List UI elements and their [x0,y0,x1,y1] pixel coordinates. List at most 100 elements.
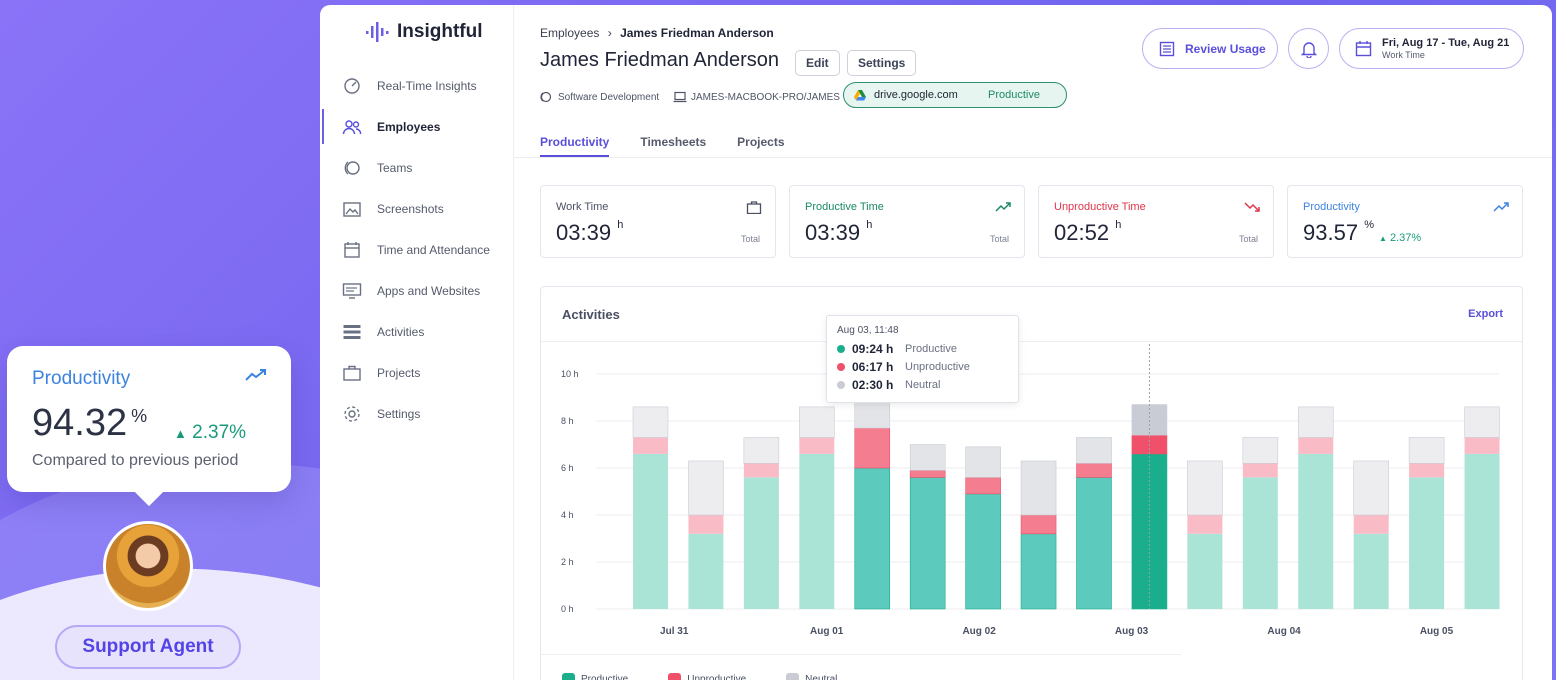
app-window: Insightful Real-Time Insights Employees Te… [320,5,1552,680]
legend-label: Productive [581,674,629,680]
date-range-picker[interactable]: Fri, Aug 17 - Tue, Aug 21 Work Time [1339,28,1524,69]
legend-swatch [786,673,800,680]
stat-delta: ▲ 2.37% [1379,232,1421,244]
bar-unproductive [1353,515,1389,534]
stat-title: Work Time [556,201,609,213]
sidebar-item-time-and-attendance[interactable]: Time and Attendance [320,229,514,270]
activities-icon [342,322,362,342]
bar-unproductive [1242,463,1278,478]
bar-unproductive [1409,463,1445,478]
sidebar-item-settings[interactable]: Settings [320,393,514,434]
review-usage-button[interactable]: Review Usage [1142,28,1278,69]
stat-note: Total [989,234,1009,244]
tab-productivity[interactable]: Productivity [540,135,610,157]
bar-productive [799,453,835,609]
bar-unproductive [854,427,891,469]
team-icon [540,91,552,103]
settings-button[interactable]: Settings [847,50,917,76]
legend-swatch [562,673,575,680]
tab-bar: Productivity Timesheets Projects [540,135,785,157]
sidebar-item-real-time-insights[interactable]: Real-Time Insights [320,65,514,106]
sidebar-item-teams[interactable]: Teams [320,147,514,188]
sidebar-item-apps-and-websites[interactable]: Apps and Websites [320,270,514,311]
stat-note: Total [1238,234,1258,244]
bar-neutral [1297,406,1334,438]
bar-productive [854,467,891,610]
legend-item-productive[interactable]: Productive [562,673,628,680]
bar-productive [688,533,724,609]
breadcrumb: Employees › James Friedman Anderson [540,26,774,40]
y-tick-label: 4 h [561,510,574,520]
bar-unproductive [633,437,668,454]
bar-productive [633,453,668,609]
current-app-pill[interactable]: drive.google.com Productive [843,82,1067,108]
stat-number: 03:39 [556,220,612,245]
bar-neutral [1464,406,1500,438]
teams-icon [342,158,362,178]
tooltip-row: 06:17 h Unproductive [837,358,1008,376]
tooltip-date: Aug 03, 11:48 [837,325,899,336]
bar-neutral [1187,460,1223,516]
tab-timesheets[interactable]: Timesheets [640,135,707,149]
legend-item-unproductive[interactable]: Unproductive [668,673,746,680]
briefcase-icon [342,363,362,383]
stat-note: Total [740,234,760,244]
tooltip-label: Productive [905,343,957,355]
notifications-button[interactable] [1288,28,1329,69]
sidebar-item-label: Employees [377,119,441,134]
legend-dot [837,345,845,353]
stat-number: 03:39 [805,220,861,245]
sidebar-item-label: Apps and Websites [377,283,481,298]
chart-legend: Productive Unproductive Neutral [562,673,837,680]
tooltip-rows: 09:24 h Productive 06:17 h Unproductive 02:3… [837,340,1008,394]
stat-value: 93.57 % [1303,219,1374,246]
export-button[interactable]: Export [1468,308,1503,320]
bar-productive [1242,477,1278,609]
bar-neutral [799,406,835,438]
promo-card-delta: ▲ 2.37% [174,422,246,444]
list-icon [1159,41,1175,56]
stat-value: 03:39 h [805,219,872,246]
x-tick-label: Aug 04 [1267,626,1301,637]
sidebar-item-activities[interactable]: Activities [320,311,514,352]
stat-card-productivity: Productivity 93.57 % ▲ 2.37% [1287,185,1523,258]
bar-neutral [1242,437,1279,464]
bar-productive [1298,453,1334,609]
bar-neutral [1076,437,1112,464]
bar-productive [909,477,946,610]
breadcrumb-root[interactable]: Employees [540,26,600,40]
calendar-icon [1355,41,1372,57]
y-tick-label: 0 h [561,604,574,614]
promo-card-title: Productivity [32,368,131,389]
main-content: Employees › James Friedman Anderson Jame… [514,5,1552,680]
stat-number: 02:52 [1054,220,1110,245]
support-agent-button[interactable]: Support Agent [55,625,241,669]
legend-swatch [668,673,682,680]
bar-neutral [632,406,669,438]
tab-projects[interactable]: Projects [737,135,785,149]
activities-divider [541,341,1522,342]
edit-button[interactable]: Edit [795,50,840,76]
tooltip-row: 09:24 h Productive [837,340,1008,358]
trend-up-icon [245,369,266,381]
bar-unproductive [1298,437,1334,454]
computer-meta: JAMES-MACBOOK-PRO/JAMES [673,91,840,103]
chart-tooltip: Aug 03, 11:48 09:24 h Productive 06:17 h Un… [826,315,1019,403]
bar-productive [1187,533,1223,609]
sidebar-item-screenshots[interactable]: Screenshots [320,188,514,229]
sidebar-item-label: Time and Attendance [377,242,490,257]
sidebar-item-employees[interactable]: Employees [320,106,514,147]
team-meta: Software Development [540,91,659,103]
calendar-icon [342,240,362,260]
activities-chart: 0 h 2 h 4 h 6 h 8 h 10 h Jul 31 Aug 01 Aug 02 Aug… [561,344,1500,637]
bar-neutral [1408,437,1445,464]
legend-item-neutral[interactable]: Neutral [786,673,837,680]
app-logo[interactable]: Insightful [365,21,482,43]
x-tick-label: Jul 31 [660,626,689,637]
trend-up-icon [995,202,1011,212]
screenshots-icon [342,199,362,219]
stat-card-productive-time: Productive Time 03:39 h Total [789,185,1025,258]
sidebar-item-projects[interactable]: Projects [320,352,514,393]
activities-title: Activities [562,307,620,322]
stat-number: 93.57 [1303,220,1359,245]
